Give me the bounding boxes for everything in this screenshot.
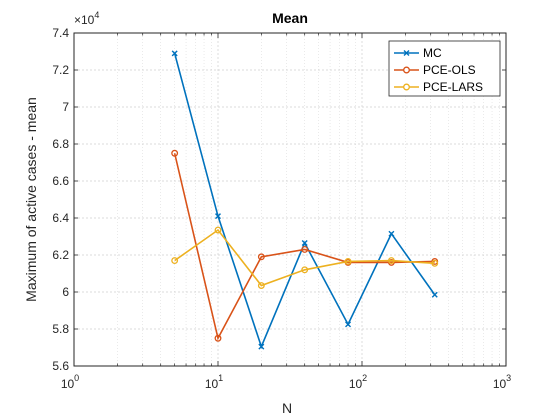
series-pce-lars — [171, 226, 439, 289]
legend-entry-pce-ols: PCE-OLS — [394, 63, 476, 77]
data-point-pce-lars — [387, 257, 395, 264]
series-line-pce-ols — [173, 153, 435, 341]
data-point-pce-lars — [344, 258, 352, 265]
y-axis-multiplier: ×104 — [74, 10, 99, 27]
y-tick-label: 5.8 — [52, 322, 69, 336]
data-point-mc — [301, 239, 308, 246]
y-axis-label: Maximum of active cases - mean — [23, 97, 39, 302]
data-point-pce-ols — [301, 245, 309, 253]
y-tick-label: 6 — [62, 285, 69, 299]
y-tick-label: 7.2 — [52, 63, 69, 77]
y-tick-label: 6.6 — [52, 174, 69, 188]
axis-ticks: 5.6 5.8 6 6.2 6.4 6.6 6.8 7 7.2 7.4 100 101 102 103 — [52, 26, 511, 391]
y-tick-label: 6.8 — [52, 137, 69, 151]
data-point-mc — [171, 50, 178, 57]
data-point-mc — [215, 213, 221, 220]
data-point-mc — [431, 291, 438, 298]
legend-label: PCE-LARS — [423, 80, 483, 94]
x-tick-label: 100 — [61, 373, 79, 391]
x-tick-label: 103 — [493, 373, 511, 391]
data-point-pce-lars — [257, 282, 265, 289]
data-point-pce-lars — [301, 266, 309, 274]
y-axis-multiplier-base: ×10 — [74, 13, 95, 27]
data-point-mc — [388, 230, 395, 237]
data-point-mc — [345, 321, 352, 328]
data-point-pce-lars — [431, 259, 439, 267]
x-tick-label: 101 — [205, 373, 223, 391]
series-mc — [171, 50, 438, 350]
series-layer — [171, 50, 439, 350]
data-point-pce-ols — [214, 334, 222, 342]
y-tick-label: 6.4 — [52, 211, 69, 225]
legend-label: PCE-OLS — [423, 63, 476, 77]
data-point-pce-lars — [171, 257, 179, 264]
y-tick-label: 6.2 — [52, 248, 69, 262]
y-tick-label: 5.6 — [52, 359, 69, 373]
x-axis-label: N — [282, 400, 292, 416]
legend: MC PCE-OLS PCE-LARS — [388, 40, 501, 97]
y-tick-label: 7.4 — [52, 26, 69, 40]
legend-entry-pce-lars: PCE-LARS — [394, 80, 483, 94]
legend-entry-mc: MC — [394, 46, 442, 60]
data-point-mc — [258, 343, 265, 350]
y-tick-label: 7 — [62, 100, 69, 114]
legend-label: MC — [423, 46, 442, 60]
series-line-pce-lars — [174, 228, 435, 287]
data-point-pce-ols — [257, 253, 265, 261]
y-axis-multiplier-exp: 4 — [94, 10, 99, 20]
chart-title: Mean — [272, 10, 308, 26]
data-point-pce-ols — [171, 149, 179, 157]
plot-frame — [73, 32, 507, 367]
x-tick-label: 102 — [349, 373, 367, 391]
data-point-pce-lars — [214, 226, 222, 234]
